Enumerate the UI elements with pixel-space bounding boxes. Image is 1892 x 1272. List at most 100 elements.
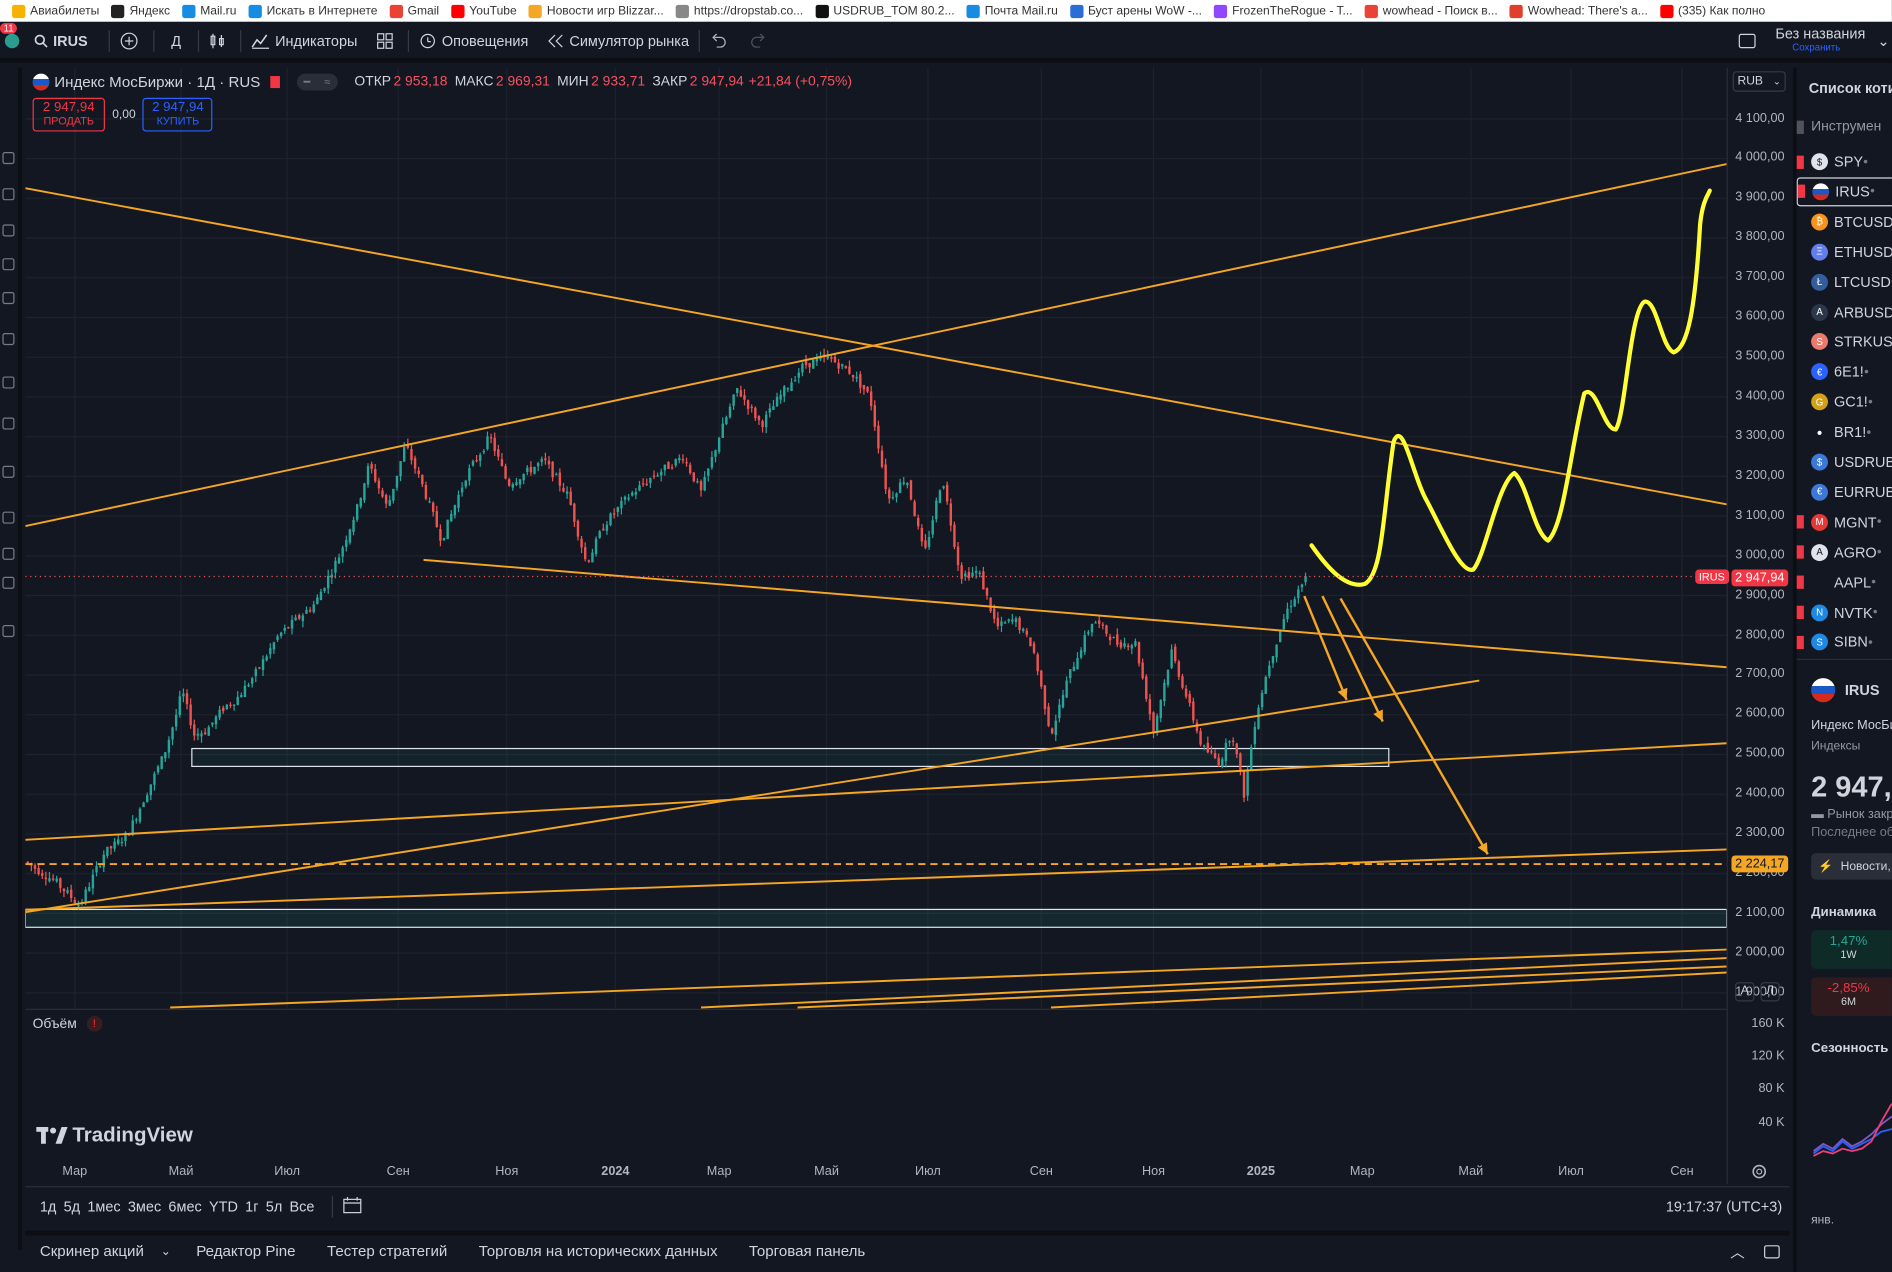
watchlist-row[interactable]: N NVTK ●: [1796, 598, 1892, 627]
drawing-tool-icon[interactable]: [2, 224, 15, 237]
drawing-tool-icon[interactable]: [2, 465, 15, 478]
bookmark-item[interactable]: Яндекс: [111, 4, 170, 18]
auto-scale-button[interactable]: A: [1735, 982, 1755, 1002]
watchlist-title[interactable]: Список коти: [1808, 79, 1892, 97]
bookmark-item[interactable]: Новости игр Blizzar...: [528, 4, 664, 18]
flag-marker-icon[interactable]: [1797, 365, 1804, 378]
flag-marker-icon[interactable]: [1797, 455, 1804, 468]
details-symbol[interactable]: IRUS: [1811, 678, 1879, 703]
range-button[interactable]: 5д: [63, 1198, 81, 1216]
symbol-search[interactable]: IRUS: [24, 23, 108, 58]
drawing-tool-icon[interactable]: [2, 376, 15, 389]
bookmark-item[interactable]: USDRUB_TOM 80.2...: [815, 4, 955, 18]
drawing-tool-icon[interactable]: [2, 511, 15, 524]
chevron-up-icon[interactable]: ︿: [1730, 1243, 1745, 1261]
watchlist-row[interactable]: AARBUSDT ●: [1797, 297, 1892, 326]
drawing-tool-icon[interactable]: [2, 291, 15, 305]
seasonality-chart[interactable]: [1811, 1069, 1892, 1166]
chevron-down-icon[interactable]: ⌄: [1877, 31, 1890, 49]
perf-6m[interactable]: -2,85% 6M: [1811, 977, 1892, 1016]
watchlist-row[interactable]: Ł LTCUSD ●: [1797, 267, 1892, 296]
maximize-icon[interactable]: [1764, 1244, 1780, 1258]
watchlist-row[interactable]: A AGRO ●: [1796, 538, 1892, 567]
drawing-tool-icon[interactable]: [2, 625, 15, 638]
flag-marker-icon[interactable]: [1797, 305, 1804, 318]
watchlist-row[interactable]: G GC1! ●: [1797, 388, 1892, 417]
range-button[interactable]: 3мес: [127, 1198, 162, 1216]
watchlist-row[interactable]: M MGNT ●: [1796, 508, 1892, 537]
compare-button[interactable]: [110, 23, 153, 58]
range-button[interactable]: 1мес: [87, 1198, 121, 1216]
legend-toggle[interactable]: ━ ≈: [296, 73, 338, 91]
flag-marker-icon[interactable]: [1797, 335, 1804, 348]
currency-select[interactable]: RUB ⌄: [1732, 71, 1786, 92]
flag-marker-icon[interactable]: [1797, 245, 1804, 258]
range-button[interactable]: 5л: [265, 1198, 283, 1216]
flag-marker-icon[interactable]: [269, 76, 280, 89]
news-button[interactable]: ⚡ Новости,: [1811, 853, 1892, 880]
range-button[interactable]: YTD: [208, 1198, 238, 1216]
bottom-tab[interactable]: Скринер акций: [39, 1242, 144, 1260]
bottom-tab[interactable]: Тестер стратегий: [326, 1242, 448, 1260]
watchlist-row[interactable]: IRUS ●: [1796, 177, 1892, 207]
account-avatar[interactable]: 11: [0, 22, 24, 58]
watchlist-row[interactable]: S SIBN ●: [1796, 628, 1892, 657]
drawing-tool-icon[interactable]: [2, 258, 15, 271]
flag-marker-icon[interactable]: [1796, 545, 1804, 559]
tradingview-logo[interactable]: TradingView: [36, 1123, 193, 1147]
indicators-button[interactable]: Индикаторы: [241, 23, 367, 58]
undo-button[interactable]: [700, 23, 741, 58]
drawing-tool-icon[interactable]: [2, 576, 15, 589]
watchlist-row[interactable]: AAPL ●: [1796, 568, 1892, 597]
time-axis[interactable]: Мар Май Июл Сен Ноя 2024 Мар Май Июл Сен Ноя 2025 Ма…: [25, 1161, 1726, 1185]
watchlist-column-header[interactable]: Инструмен: [1796, 119, 1881, 134]
bookmark-item[interactable]: Wowhead: There's a...: [1509, 4, 1648, 18]
flag-marker-icon[interactable]: [1796, 515, 1804, 529]
watchlist-row[interactable]: €EURRUB_ ●: [1797, 478, 1892, 507]
drawing-tool-icon[interactable]: [2, 333, 15, 346]
chart-type-button[interactable]: [199, 23, 240, 58]
warning-icon[interactable]: !: [86, 1015, 103, 1032]
flag-marker-icon[interactable]: [1796, 155, 1804, 169]
flag-marker-icon[interactable]: [1797, 395, 1804, 408]
log-scale-button[interactable]: Л: [1760, 982, 1780, 1002]
templates-button[interactable]: [367, 23, 408, 58]
bookmark-item[interactable]: (335) Как полно: [1659, 4, 1765, 18]
interval-button[interactable]: Д: [171, 31, 182, 49]
bookmark-item[interactable]: Авиабилеты: [12, 4, 99, 18]
replay-button[interactable]: Симулятор рынка: [538, 23, 699, 58]
clock-label[interactable]: 19:17:37 (UTC+3): [1665, 1198, 1783, 1216]
range-button[interactable]: 6мес: [168, 1198, 202, 1216]
drawing-tool-icon[interactable]: [2, 547, 15, 560]
layout-menu[interactable]: Без названия Сохранить: [1766, 23, 1875, 58]
flag-marker-icon[interactable]: [1797, 215, 1804, 228]
bookmark-item[interactable]: YouTube: [451, 4, 517, 18]
bookmark-item[interactable]: https://dropstab.co...: [675, 4, 803, 18]
bookmark-item[interactable]: Gmail: [389, 4, 439, 18]
flag-marker-icon[interactable]: [1797, 275, 1804, 288]
save-link[interactable]: Сохранить: [1792, 41, 1841, 53]
redo-button[interactable]: [741, 23, 782, 58]
volume-label[interactable]: Объём: [32, 1016, 77, 1032]
settings-gear-icon[interactable]: [1751, 1163, 1768, 1180]
flag-marker-icon[interactable]: [1797, 185, 1806, 199]
watchlist-row[interactable]: SSTRKUSDT ●: [1797, 327, 1892, 356]
flag-marker-icon[interactable]: [1796, 575, 1804, 589]
calendar-icon[interactable]: [342, 1196, 361, 1217]
watchlist-row[interactable]: €6E1! ●: [1797, 358, 1892, 387]
bottom-tab[interactable]: Редактор Pine: [196, 1242, 296, 1260]
watchlist-row[interactable]: ΞETHUSDT ●: [1797, 237, 1892, 266]
chevron-down-icon[interactable]: ⌄: [160, 1244, 171, 1258]
watchlist-row[interactable]: $USDRUB_ ●: [1797, 448, 1892, 477]
bookmark-item[interactable]: Mail.ru: [182, 4, 236, 18]
flag-marker-icon[interactable]: [1796, 635, 1804, 650]
drawing-tool-icon[interactable]: [2, 152, 15, 165]
flag-marker-icon[interactable]: [1797, 486, 1804, 499]
bookmark-item[interactable]: FrozenTheRogue - T...: [1214, 4, 1353, 18]
perf-1w[interactable]: 1,47% 1W: [1811, 930, 1892, 969]
layout-toggle[interactable]: [1730, 23, 1766, 58]
volume-pane[interactable]: [25, 1014, 1726, 1159]
drawing-tool-icon[interactable]: [2, 417, 15, 430]
watchlist-row[interactable]: ● BR1! ●: [1797, 418, 1892, 447]
price-axis[interactable]: RUB ⌄ 4 100,00 4 000,00 3 900,00 3 800,00 3 7…: [1726, 67, 1790, 1184]
